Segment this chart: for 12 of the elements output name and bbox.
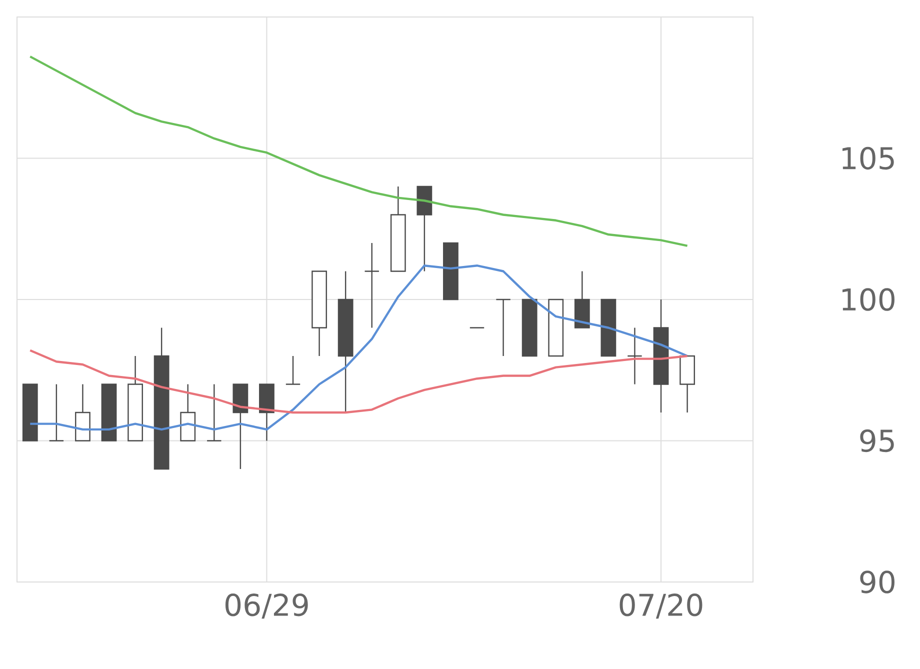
candlestick	[285, 355, 301, 385]
candlestick	[48, 384, 64, 442]
y-tick-label: 90	[860, 570, 894, 594]
candlestick	[627, 327, 642, 385]
candlestick	[206, 384, 222, 442]
y-tick-label: 95	[860, 429, 894, 452]
y-tick-label: 100	[842, 288, 894, 311]
candlestick	[496, 298, 511, 357]
x-tick-label: 06/29	[225, 594, 308, 619]
y-tick-label: 105	[842, 146, 894, 170]
candlestick	[364, 242, 380, 328]
x-tick-label: 07/20	[620, 594, 702, 619]
